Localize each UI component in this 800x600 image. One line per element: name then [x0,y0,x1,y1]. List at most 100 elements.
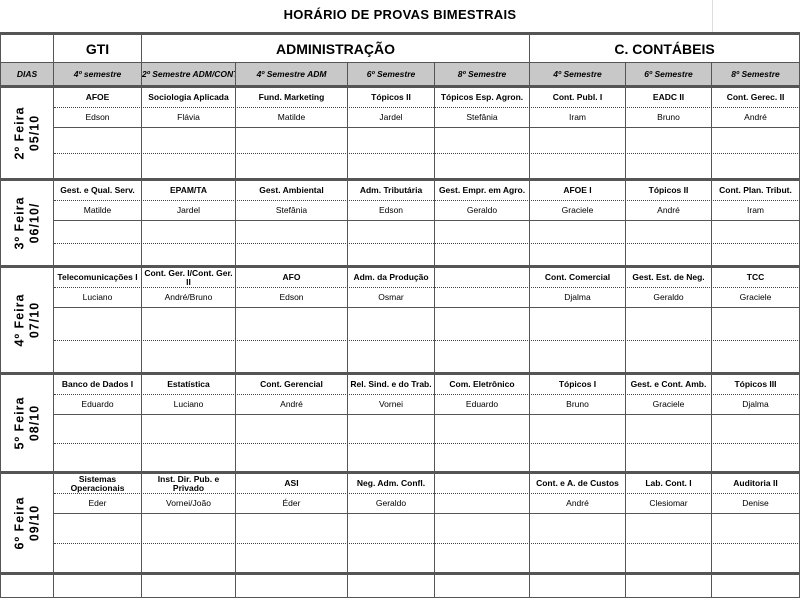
teacher-cell [435,493,530,513]
day-block-border [0,572,800,575]
day-label: 6º Feira 09/10 [0,474,54,572]
day-label: 4º Feira 07/10 [0,268,54,372]
subject-cell: EPAM/TA [142,181,236,200]
teacher-cell: Edson [348,200,435,220]
day-label: 5º Feira 08/10 [0,375,54,471]
subject-cell: Com. Eletrônico [435,375,530,394]
dotted-divider [54,542,800,544]
days-header: DIAS [0,63,54,85]
day-date: 07/10 [27,301,41,339]
subject-cell: Neg. Adm. Confl. [348,474,435,493]
page-title: HORÁRIO DE PROVAS BIMESTRAIS [283,7,517,22]
semester-header: 6º Semestre [348,63,435,85]
empty-cell [530,575,626,597]
day-label: 3º Feira 06/10/ [0,181,54,265]
semester-header: 4º Semestre ADM [236,63,348,85]
empty-cell [236,575,348,597]
teacher-cell: Djalma [530,287,626,307]
teacher-cell: Graciele [530,200,626,220]
subject-cell: Tópicos Esp. Agron. [435,88,530,107]
group-header [0,35,54,62]
semester-header: 4º Semestre [530,63,626,85]
subject-cell: Tópicos II [626,181,712,200]
teacher-cell: Graciele [712,287,800,307]
teacher-cell: Eder [54,493,142,513]
teacher-cell: Stefânia [435,107,530,127]
teacher-cell: Geraldo [626,287,712,307]
day-date: 09/10 [27,504,41,542]
subject-cell: Cont. Plan. Tribut. [712,181,800,200]
dotted-divider [54,152,800,154]
teacher-cell: Jardel [142,200,236,220]
day-block-border [0,178,800,181]
subject-cell [435,268,530,287]
day-name: 3º Feira [12,196,26,250]
teacher-cell: Denise [712,493,800,513]
teacher-cell: Luciano [54,287,142,307]
empty-cell [435,575,530,597]
teacher-cell: Flávia [142,107,236,127]
subject-cell: Tópicos I [530,375,626,394]
subject-cell: Banco de Dados I [54,375,142,394]
empty-cell [142,575,236,597]
subject-cell: Tópicos II [348,88,435,107]
empty-cell [712,0,800,32]
subject-cell: AFOE I [530,181,626,200]
teacher-cell: Matilde [54,200,142,220]
teacher-cell: Jardel [348,107,435,127]
day-name: 4º Feira [12,293,26,347]
subject-cell: Estatística [142,375,236,394]
divider [54,414,800,415]
subject-cell: Telecomunicações I [54,268,142,287]
subject-cell: EADC II [626,88,712,107]
teacher-cell: Osmar [348,287,435,307]
day-name: 6º Feira [12,496,26,550]
teacher-cell: Geraldo [435,200,530,220]
subject-cell: Adm. Tributária [348,181,435,200]
day-block-border [0,265,800,268]
divider [54,307,800,308]
teacher-cell: Iram [530,107,626,127]
group-header: GTI [54,35,142,62]
header-bottom-border [0,85,800,88]
dotted-divider [54,339,800,341]
empty-cell [0,575,54,597]
dotted-divider [54,493,800,494]
subject-cell: AFOE [54,88,142,107]
divider [54,513,800,514]
teacher-cell: Luciano [142,394,236,414]
subject-cell: Auditoria II [712,474,800,493]
teacher-cell: Vornei [348,394,435,414]
subject-cell: Fund. Marketing [236,88,348,107]
teacher-cell: Vornei/João [142,493,236,513]
subject-cell: Cont. Ger. I/Cont. Ger. II [142,268,236,287]
day-block-border [0,372,800,375]
day-date: 06/10/ [27,202,41,244]
teacher-cell: André/Bruno [142,287,236,307]
dotted-divider [54,242,800,244]
subject-cell: AFO [236,268,348,287]
day-name: 5º Feira [12,396,26,450]
semester-header: 6º Semestre [626,63,712,85]
teacher-cell [435,287,530,307]
subject-cell: Cont. Comercial [530,268,626,287]
subject-cell: Sociologia Aplicada [142,88,236,107]
teacher-cell: Edson [54,107,142,127]
semester-header: 4º semestre [54,63,142,85]
day-name: 2º Feira [12,106,26,160]
teacher-cell: André [236,394,348,414]
subject-cell: TCC [712,268,800,287]
subject-cell: Rel. Sind. e do Trab. [348,375,435,394]
subject-cell: Gest. e Cont. Amb. [626,375,712,394]
dotted-divider [54,394,800,395]
subject-cell: Gest. Est. de Neg. [626,268,712,287]
dotted-divider [54,442,800,444]
subject-cell: Lab. Cont. I [626,474,712,493]
subject-cell: Cont. Gerec. II [712,88,800,107]
header-top-border [0,32,800,35]
teacher-cell: Djalma [712,394,800,414]
divider [54,127,800,128]
empty-cell [712,575,800,597]
semester-header: 2º Semestre ADM/CONT [142,63,236,85]
teacher-cell: André [712,107,800,127]
